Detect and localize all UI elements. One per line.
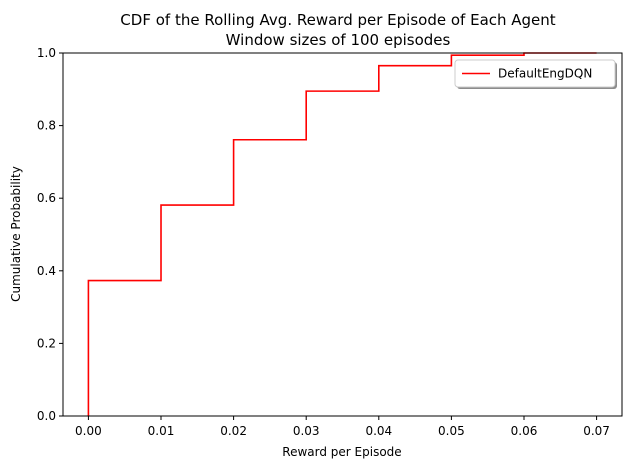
y-tick-label: 0.6 [37, 191, 56, 205]
legend: DefaultEngDQN [454, 59, 617, 89]
legend-box [454, 59, 616, 88]
x-tick-label: 0.00 [75, 424, 102, 438]
plot-area [87, 52, 597, 416]
x-tick-label: 0.07 [583, 424, 610, 438]
x-tick-label: 0.03 [293, 424, 320, 438]
x-tick-label: 0.06 [511, 424, 538, 438]
y-tick-label: 0.2 [37, 336, 56, 350]
x-axis-label: Reward per Episode [282, 445, 401, 459]
plot-frame [62, 52, 623, 417]
x-tick-label: 0.04 [365, 424, 392, 438]
y-axis-label: Cumulative Probability [9, 166, 23, 302]
x-tick-label: 0.01 [148, 424, 175, 438]
series-line-defaultengdqn [87, 52, 597, 416]
legend-label: DefaultEngDQN [498, 67, 592, 81]
y-tick-label: 1.0 [37, 46, 56, 60]
x-tick-label: 0.05 [438, 424, 465, 438]
chart-title: CDF of the Rolling Avg. Reward per Episo… [120, 11, 555, 29]
y-tick-label: 0.8 [37, 119, 56, 133]
y-tick-label: 0.0 [37, 409, 56, 423]
x-tick-label: 0.02 [220, 424, 247, 438]
y-tick-label: 0.4 [37, 264, 56, 278]
chart-subtitle: Window sizes of 100 episodes [226, 31, 451, 49]
